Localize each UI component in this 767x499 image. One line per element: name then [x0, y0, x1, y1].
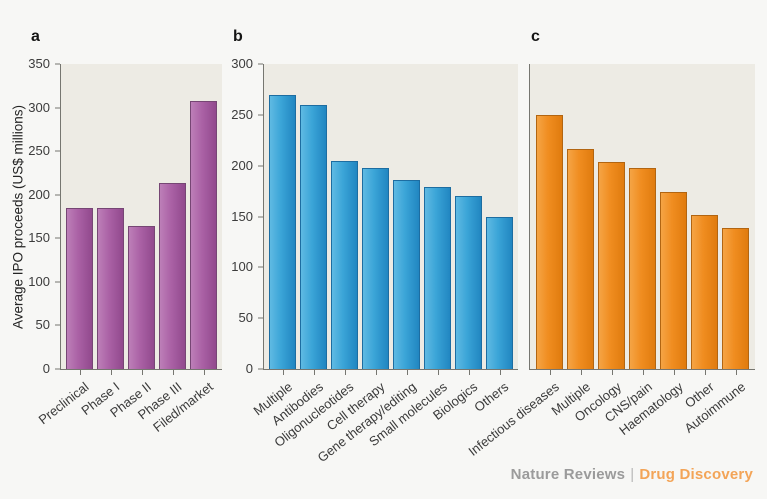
journal-name: Nature Reviews [510, 466, 626, 483]
plot-area-c [529, 64, 755, 370]
y-tick-label-200: 200 [231, 157, 253, 173]
x-tick-label-cns-pain: CNS/pain [601, 379, 655, 426]
x-tick-mark [172, 370, 174, 375]
x-tick-label-preclinical: Preclinical [35, 379, 92, 428]
x-tick-mark [642, 370, 644, 375]
x-tick-label-phase-ii: Phase II [106, 379, 154, 421]
x-tick-label-filed-market: Filed/market [150, 379, 216, 435]
x-tick-label-biologics: Biologics [430, 379, 481, 423]
x-tick-mark [580, 370, 582, 375]
y-axis-title: Average IPO proceeds (US$ millions) [10, 104, 26, 330]
x-tick-mark [406, 370, 408, 375]
x-tick-label-multiple: Multiple [250, 379, 295, 419]
y-tick-label-0: 0 [42, 361, 50, 377]
x-tick-mark [110, 370, 112, 375]
bar-haematology [660, 192, 687, 369]
bar-multiple [269, 94, 296, 369]
y-tick-label-50: 50 [238, 310, 253, 326]
x-tick-label-antibodies: Antibodies [268, 379, 326, 429]
x-tick-label-cell-therapy: Cell therapy [323, 379, 388, 434]
panel-b-label: b [233, 28, 243, 45]
y-tick-label-250: 250 [231, 107, 253, 123]
x-tick-mark [313, 370, 315, 375]
x-tick-mark [735, 370, 737, 375]
plot-area-b [263, 64, 518, 370]
x-tick-label-infectious-diseases: Infectious diseases [465, 379, 562, 459]
bar-cns-pain [629, 167, 656, 369]
magazine-name: Drug Discovery [639, 466, 753, 483]
bar-oncology [598, 161, 625, 369]
x-tick-label-phase-i: Phase I [78, 379, 123, 418]
y-tick-label-50: 50 [35, 317, 50, 333]
bar-phase-i [97, 207, 124, 369]
x-tick-mark [704, 370, 706, 375]
plot-area-a [60, 64, 222, 370]
credit-separator: | [630, 466, 635, 483]
panel-b: 0 50 100 150 200 250 300 Multiple Antibodies Oli… [231, 56, 518, 465]
x-tick-label-oligonucleotides: Oligonucleotides [271, 379, 357, 451]
x-tick-label-autoimmune: Autoimmune [680, 379, 748, 436]
x-tick-mark [611, 370, 613, 375]
panel-a: 0 50 100 150 200 250 300 350 Preclinical Phase I… [28, 56, 222, 435]
x-tick-label-others: Others [471, 379, 512, 415]
bar-other [691, 215, 718, 369]
x-axis-b: Multiple Antibodies Oligonucleotides Cell t… [250, 370, 518, 498]
x-tick-label-phase-iii: Phase III [135, 379, 185, 423]
bar-cell-therapy [362, 167, 389, 369]
panel-c-label: c [531, 28, 540, 45]
x-tick-label-multiple: Multiple [548, 379, 593, 419]
journal-credit: Nature Reviews | Drug Discovery [511, 466, 753, 483]
y-tick-label-350: 350 [28, 56, 50, 72]
bar-phase-iii [159, 183, 186, 369]
x-tick-label-other: Other [681, 379, 717, 411]
y-tick-label-0: 0 [245, 361, 253, 377]
x-tick-label-haematology: Haematology [616, 379, 686, 438]
x-tick-mark [141, 370, 143, 375]
x-tick-label-gene-therapy-editing: Gene therapy/editing [314, 379, 419, 466]
bar-gene-therapy-editing [393, 179, 420, 369]
x-tick-mark [344, 370, 346, 375]
x-tick-mark [673, 370, 675, 375]
panel-c: Infectious diseases Multiple Oncology CNS/p… [465, 64, 755, 459]
bar-filed-market [190, 100, 217, 369]
panel-a-label: a [31, 28, 40, 45]
bar-biologics [455, 196, 482, 369]
y-tick-label-100: 100 [28, 274, 50, 290]
bar-infectious-diseases [536, 114, 563, 369]
y-tick-label-100: 100 [231, 259, 253, 275]
x-tick-label-small-molecules: Small molecules [365, 379, 450, 450]
bar-preclinical [66, 207, 93, 369]
x-tick-mark [282, 370, 284, 375]
x-tick-mark [549, 370, 551, 375]
x-tick-mark [499, 370, 501, 375]
bar-phase-ii [128, 226, 155, 369]
x-tick-label-oncology: Oncology [571, 379, 624, 425]
y-tick-label-300: 300 [28, 99, 50, 115]
x-tick-mark [375, 370, 377, 375]
bar-oligonucleotides [331, 160, 358, 369]
x-tick-mark [203, 370, 205, 375]
y-tick-label-150: 150 [28, 230, 50, 246]
x-tick-mark [79, 370, 81, 375]
y-tick-label-150: 150 [231, 208, 253, 224]
bar-others [486, 216, 513, 369]
bar-multiple [567, 149, 594, 369]
x-axis-a: Preclinical Phase I Phase II Phase III Filed… [36, 370, 222, 498]
y-tick-label-200: 200 [28, 186, 50, 202]
bar-small-molecules [424, 187, 451, 369]
x-tick-mark [437, 370, 439, 375]
x-tick-mark [468, 370, 470, 375]
bar-antibodies [300, 104, 327, 369]
y-tick-label-250: 250 [28, 143, 50, 159]
bar-autoimmune [722, 227, 749, 369]
y-tick-label-300: 300 [231, 56, 253, 72]
